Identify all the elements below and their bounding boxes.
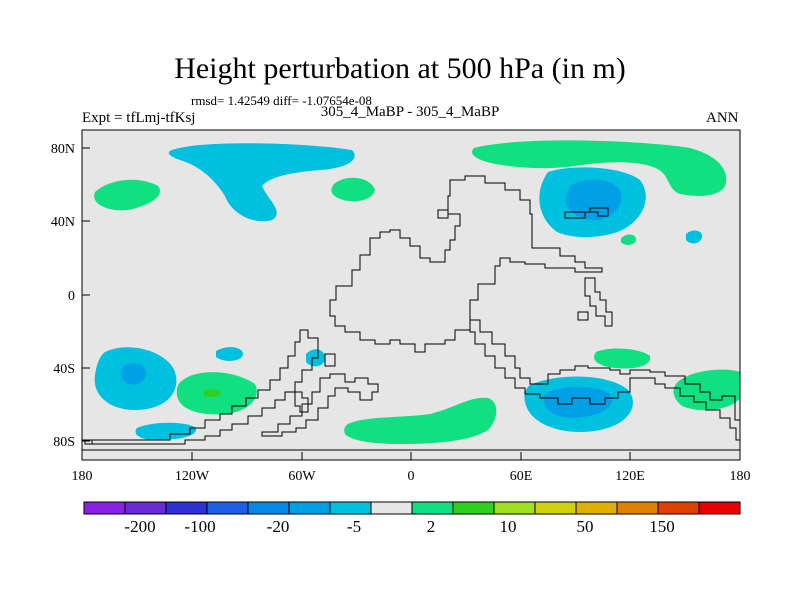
y-tick-label: 0 — [68, 289, 75, 304]
y-tick-label: 40N — [51, 215, 75, 230]
x-tick-label: 60W — [288, 469, 316, 484]
plot-area: 180 120W 60W 0 60E 120E 180 80N 40N 0 40… — [51, 129, 751, 484]
colorbar-swatch — [247, 501, 290, 515]
coast-south-west-land — [84, 329, 319, 445]
colorbar-label: 150 — [649, 517, 675, 536]
colorbar-swatch — [534, 501, 577, 515]
x-tick-label: 120W — [175, 469, 210, 484]
y-tick-label: 80N — [51, 142, 75, 157]
colorbar-swatch — [370, 501, 413, 515]
pos-anomaly-north-tiny — [621, 234, 637, 245]
neg-anomaly-small-1 — [216, 347, 244, 361]
negative-anomaly-cores — [121, 179, 622, 418]
coast-south-continent — [469, 319, 741, 441]
neg-core-indian-ocean — [544, 386, 613, 418]
colorbar-swatch — [206, 501, 249, 515]
pos-anomaly-north-west — [94, 179, 160, 211]
colorbar-labels: -200 -100 -20 -5 2 10 50 150 — [124, 517, 674, 536]
coast-north-pacific-island — [564, 207, 609, 219]
colorbar-boxes — [83, 501, 741, 515]
neg-anomaly-north-atlantic — [168, 143, 355, 222]
colorbar-swatch — [493, 501, 536, 515]
coast-north-continent — [329, 175, 603, 353]
colorbar-label: 10 — [500, 517, 517, 536]
pos-anomaly-south-east-2 — [673, 369, 740, 411]
coastlines — [81, 175, 741, 451]
pos-anomaly-south-ocean — [344, 397, 497, 444]
season-label: ANN — [706, 110, 739, 126]
coast-south-ridge — [294, 353, 336, 413]
colorbar-label: 50 — [577, 517, 594, 536]
colorbar-label: 2 — [427, 517, 436, 536]
y-tick-label: 80S — [53, 435, 75, 450]
coast-east-archipelago — [577, 277, 613, 327]
x-tick-label: 0 — [408, 469, 415, 484]
colorbar-label: -200 — [124, 517, 155, 536]
pos-anomaly-north-east — [472, 140, 727, 196]
case-subtitle: 305_4_MaBP - 305_4_MaBP — [320, 104, 500, 120]
neg-core-south-pacific — [121, 363, 146, 385]
colorbar-label: -100 — [184, 517, 215, 536]
colorbar-swatch — [575, 501, 618, 515]
colorbar-swatch — [452, 501, 495, 515]
x-tick-label: 120E — [615, 469, 645, 484]
coast-north-continent-inlet — [437, 209, 449, 219]
colorbar-swatch — [657, 501, 700, 515]
pos-core-south-west — [204, 389, 221, 397]
neg-anomaly-small-3 — [135, 422, 197, 440]
colorbar-swatch — [165, 501, 208, 515]
plot-title: Height perturbation at 500 hPa (in m) — [174, 52, 626, 85]
y-tick-labels: 80N 40N 0 40S 80S — [51, 142, 75, 450]
colorbar: -200 -100 -20 -5 2 10 50 150 — [83, 501, 741, 536]
x-tick-marks — [81, 452, 741, 460]
x-tick-label: 180 — [730, 469, 751, 484]
positive-anomaly-cores — [204, 389, 221, 397]
x-tick-label: 60E — [510, 469, 533, 484]
colorbar-swatch — [698, 501, 741, 515]
colorbar-swatch — [616, 501, 659, 515]
pos-anomaly-south-east-1 — [594, 348, 651, 369]
colorbar-label: -20 — [267, 517, 290, 536]
neg-anomaly-small-4 — [686, 230, 703, 244]
neg-core-north-pacific — [565, 179, 622, 221]
pos-anomaly-north-small — [331, 177, 375, 202]
coast-south-mid-land — [261, 373, 379, 437]
map-background — [82, 130, 740, 460]
y-tick-marks — [82, 147, 90, 442]
colorbar-swatch — [124, 501, 167, 515]
colorbar-swatch — [411, 501, 454, 515]
colorbar-swatch — [329, 501, 372, 515]
x-tick-labels: 180 120W 60W 0 60E 120E 180 — [72, 469, 751, 484]
colorbar-swatch — [83, 501, 126, 515]
x-tick-label: 180 — [72, 469, 93, 484]
colorbar-swatch — [288, 501, 331, 515]
experiment-label: Expt = tfLmj-tfKsj — [82, 110, 196, 126]
rmsd-diff-stats: rmsd= 1.42549 diff= -1.07654e-08 — [191, 93, 372, 108]
y-tick-label: 40S — [53, 362, 75, 377]
colorbar-label: -5 — [347, 517, 361, 536]
